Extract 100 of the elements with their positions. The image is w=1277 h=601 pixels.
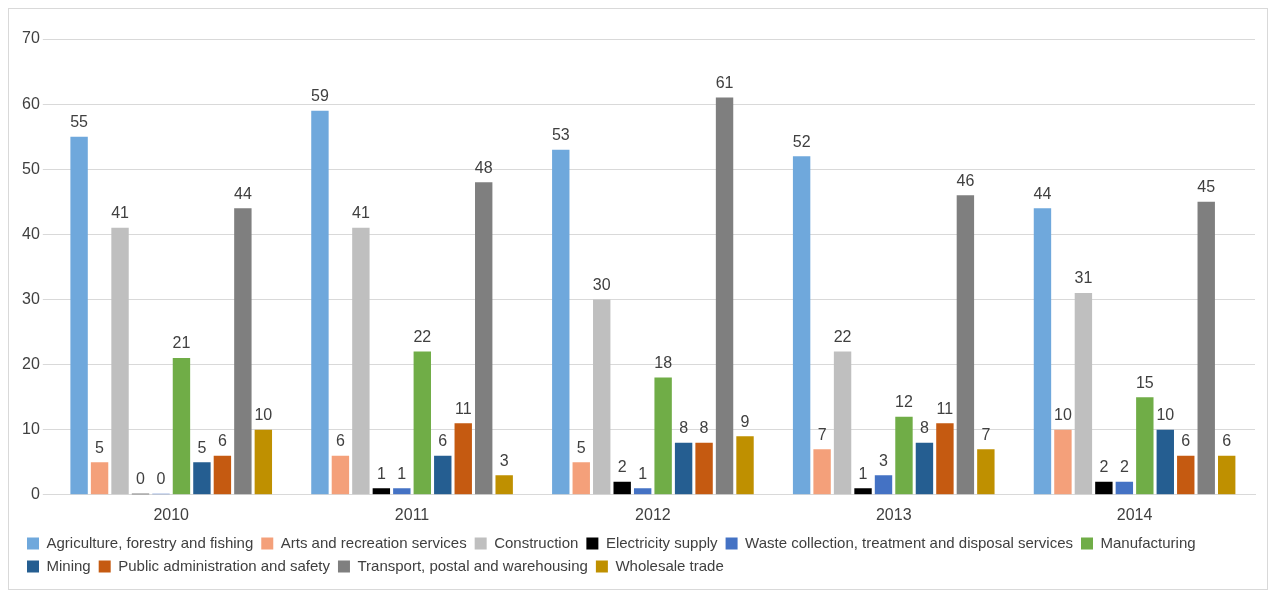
data-label: 53 [551, 126, 570, 144]
bar [434, 455, 452, 495]
bar [1095, 481, 1113, 495]
y-tick-label: 70 [22, 29, 40, 47]
data-label: 5 [576, 438, 586, 456]
data-label: 41 [111, 204, 130, 222]
data-label: 21 [172, 334, 191, 352]
x-tick-label: 2010 [153, 505, 190, 523]
y-tick-label: 60 [22, 94, 40, 112]
bar [311, 110, 329, 495]
bar [193, 462, 211, 495]
data-label: 22 [833, 327, 852, 345]
data-label: 6 [335, 432, 345, 450]
bar [495, 475, 513, 495]
bar [572, 462, 590, 495]
bar [956, 195, 975, 495]
data-label: 7 [981, 425, 991, 443]
data-label: 44 [1033, 184, 1052, 202]
bar [1218, 455, 1236, 495]
bar [833, 351, 852, 495]
legend-label: Agriculture, forestry and fishing [46, 533, 254, 551]
data-label: 0 [156, 470, 166, 488]
bar [613, 481, 631, 495]
data-label: 22 [413, 327, 432, 345]
data-label: 41 [351, 204, 370, 222]
bar [254, 429, 273, 495]
data-label: 0 [136, 470, 146, 488]
bar [1033, 208, 1052, 495]
bar [874, 475, 893, 495]
data-label: 55 [70, 113, 89, 131]
bar [234, 208, 252, 495]
x-tick-label: 2014 [1116, 505, 1153, 523]
legend-label: Manufacturing [1100, 533, 1196, 551]
data-label: 1 [638, 464, 648, 482]
data-label: 2 [1099, 458, 1109, 476]
bar [213, 455, 232, 495]
data-label: 6 [1222, 432, 1232, 450]
data-label: 8 [919, 419, 929, 437]
bar [633, 488, 652, 495]
x-tick-label: 2011 [394, 505, 430, 523]
bar [393, 488, 411, 495]
bar [1197, 201, 1215, 495]
bar [1074, 292, 1093, 495]
y-tick-label: 0 [30, 485, 40, 503]
legend-label: Electricity supply [605, 533, 719, 551]
data-label: 12 [895, 393, 913, 411]
data-label: 15 [1135, 373, 1154, 391]
bar [736, 436, 754, 495]
x-tick-label: 2012 [635, 505, 671, 523]
data-label: 52 [792, 132, 811, 150]
legend-label: Public administration and safety [118, 556, 331, 574]
data-label: 6 [1181, 432, 1191, 450]
bar [475, 182, 493, 495]
bar [593, 299, 611, 495]
data-label: 6 [438, 432, 448, 450]
bar [172, 358, 191, 495]
data-label: 18 [654, 354, 673, 371]
bar [695, 442, 713, 495]
bar [552, 149, 570, 495]
data-label: 2 [617, 458, 627, 476]
y-tick-label: 10 [22, 420, 40, 438]
data-label: 45 [1197, 178, 1216, 196]
data-label: 5 [95, 438, 105, 456]
data-label: 8 [679, 419, 689, 437]
data-label: 2 [1119, 458, 1129, 476]
data-label: 6 [217, 432, 227, 450]
data-label: 3 [499, 451, 509, 469]
bar [111, 227, 129, 495]
data-label: 3 [879, 451, 889, 469]
data-label: 31 [1074, 269, 1093, 287]
y-tick-label: 40 [22, 224, 40, 242]
data-label: 59 [311, 87, 329, 105]
data-label: 10 [1054, 406, 1072, 424]
bar [674, 442, 693, 495]
y-tick-label: 50 [22, 159, 40, 177]
bar [1177, 455, 1195, 495]
data-label: 9 [740, 412, 750, 430]
bar [813, 449, 831, 495]
bar [654, 377, 672, 495]
data-label: 7 [817, 425, 827, 443]
data-label: 61 [715, 74, 734, 92]
bar [372, 488, 391, 495]
bar [915, 442, 934, 495]
data-label: 48 [474, 158, 493, 176]
legend-label: Wholesale trade [615, 556, 724, 574]
bar [936, 423, 954, 495]
data-label: 46 [956, 171, 975, 189]
bar [331, 455, 350, 495]
data-label: 8 [699, 419, 709, 437]
data-label: 44 [233, 184, 252, 202]
bar [70, 136, 88, 495]
data-label: 11 [454, 399, 472, 417]
data-label: 5 [197, 438, 207, 456]
data-label: 10 [254, 406, 273, 424]
bar [90, 462, 109, 495]
bar [1136, 397, 1154, 495]
bar [895, 416, 913, 495]
data-label: 10 [1156, 406, 1175, 424]
bar [715, 97, 734, 495]
data-label: 1 [858, 464, 868, 482]
